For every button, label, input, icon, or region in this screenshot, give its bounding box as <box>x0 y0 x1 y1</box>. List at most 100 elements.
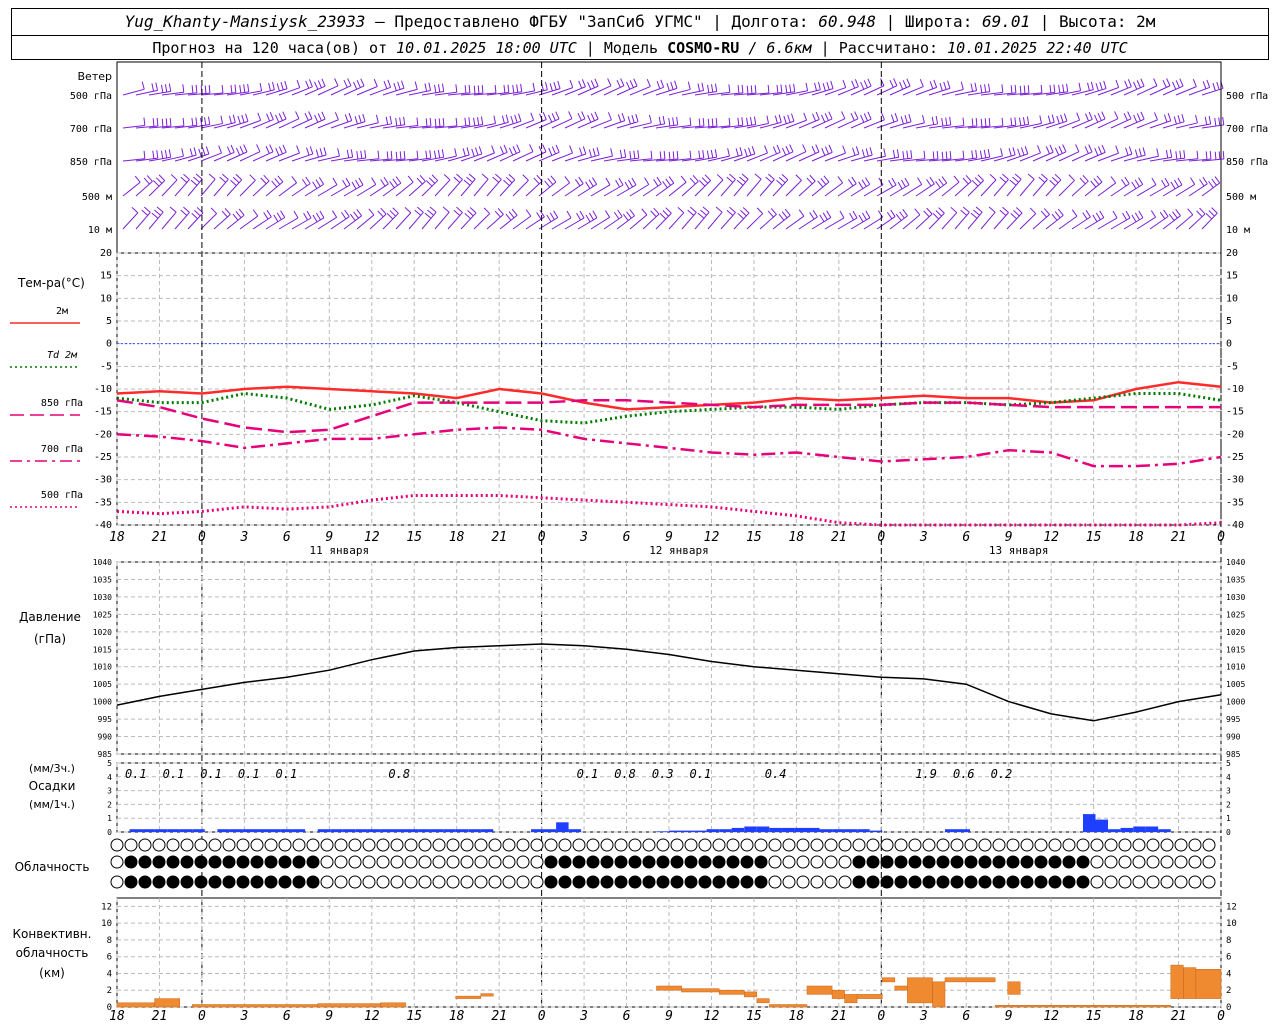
wind-barb-feather <box>1099 210 1105 218</box>
wind-barb-shaft <box>1110 86 1132 96</box>
model-resolution: / 6.6км <box>748 39 812 57</box>
wind-barb-feather <box>1045 146 1050 155</box>
wind-barb-shaft <box>278 152 300 162</box>
wind-barb-feather <box>480 116 484 125</box>
wind-barb-shaft <box>174 212 190 230</box>
hour-label: 21 <box>831 530 847 545</box>
wind-barb-feather <box>939 83 943 91</box>
wind-barb-feather <box>278 146 283 155</box>
wind-barb-feather <box>971 150 974 159</box>
pressure-tick-right: 1000 <box>1226 698 1245 707</box>
wind-barb-feather <box>343 79 348 88</box>
wind-barb-feather <box>404 206 412 214</box>
conv-bar <box>455 995 482 999</box>
wind-barb-shaft <box>161 155 184 162</box>
cloud-cover-icon <box>712 838 726 852</box>
wind-barb-feather <box>453 209 461 216</box>
wind-barb-feather <box>935 180 941 189</box>
wind-barb-shaft <box>798 89 821 96</box>
wind-barb-feather <box>815 111 820 120</box>
wind-barb-feather <box>749 117 753 126</box>
wind-barb-shaft <box>148 156 171 162</box>
wind-barb-feather <box>1057 208 1064 216</box>
wind-barb-feather <box>610 148 613 157</box>
wind-barb-shaft <box>1058 151 1080 162</box>
wind-barb-feather <box>195 173 203 180</box>
hour-label-bottom: 21 <box>152 1009 168 1024</box>
wind-barb-feather <box>776 84 779 94</box>
wind-barb-feather <box>926 207 933 215</box>
wind-barb-feather <box>269 144 274 153</box>
wind-barb-feather <box>1127 111 1132 120</box>
cloud-cover-icon <box>754 838 768 852</box>
cloud-cover-icon <box>474 875 488 889</box>
cloud-cover-icon <box>894 875 908 889</box>
precip-bar <box>480 829 494 832</box>
wind-barb-feather <box>282 111 287 120</box>
wind-barb-feather <box>594 78 599 87</box>
cloud-cover-icon <box>866 855 880 869</box>
wind-barb-feather <box>1134 179 1140 187</box>
wind-barb-feather <box>1136 80 1141 88</box>
wind-barb-feather <box>672 117 675 126</box>
precip-tick-left: 2 <box>107 800 112 809</box>
wind-barb-feather <box>1092 214 1098 222</box>
wind-barb-feather <box>974 177 982 184</box>
wind-barb-feather <box>742 207 750 214</box>
wind-barb-shaft <box>837 86 859 96</box>
wind-barb-shaft <box>460 153 483 162</box>
hour-label: 12 <box>364 530 380 545</box>
hour-label: 18 <box>449 530 465 545</box>
wind-barb-feather <box>399 117 402 126</box>
wind-barb-feather <box>704 174 711 181</box>
cloud-cover-icon <box>1118 875 1132 889</box>
precip-bar <box>179 829 193 832</box>
cloud-cover-icon <box>348 838 362 852</box>
wind-barb-feather <box>774 115 778 124</box>
wind-barb-feather <box>974 82 978 91</box>
wind-barb-shaft <box>798 151 820 162</box>
cloud-cover-icon <box>1006 875 1020 889</box>
wind-barb-feather <box>340 211 347 220</box>
wind-barb-feather <box>659 151 662 160</box>
wind-barb-feather <box>431 174 439 181</box>
wind-barb-feather <box>698 180 706 187</box>
wind-barb-feather <box>753 116 757 125</box>
cloud-cover-icon <box>1020 855 1034 869</box>
wind-barb-feather <box>539 113 544 122</box>
wind-barb-feather <box>590 113 595 121</box>
precip-bar <box>455 829 469 832</box>
wind-barb-feather <box>839 210 845 219</box>
wind-barb-feather <box>624 181 630 190</box>
wind-barb-feather <box>1110 176 1117 184</box>
wind-barb-feather <box>499 146 504 155</box>
wind-barb-shaft <box>720 124 743 129</box>
wind-barb-feather <box>1039 115 1042 124</box>
wind-barb-feather <box>1087 82 1090 91</box>
wind-barb-shaft <box>694 180 711 197</box>
wind-barb-feather <box>230 144 235 153</box>
wind-barb-feather <box>1211 178 1217 186</box>
wind-barb-feather <box>1138 210 1144 218</box>
wind-barb-shaft <box>668 181 687 197</box>
wind-barb-feather <box>478 146 483 155</box>
wind-barb-feather <box>1161 179 1167 188</box>
cloud-cover-icon <box>1048 838 1062 852</box>
wind-barb-feather <box>1094 147 1099 156</box>
wind-barb-feather <box>387 79 392 88</box>
wind-barb-feather <box>861 212 867 221</box>
hour-label-bottom: 6 <box>623 1009 631 1024</box>
wind-barb-shaft <box>980 91 1003 96</box>
wind-barb-feather <box>393 82 397 91</box>
conv-bar <box>756 998 770 1004</box>
wind-barb-feather <box>849 212 855 221</box>
hour-label: 3 <box>579 530 588 545</box>
wind-barb-shaft <box>681 211 697 230</box>
wind-barb-feather <box>278 113 283 121</box>
wind-barb-feather <box>741 84 744 93</box>
wind-barb-feather <box>456 206 463 213</box>
hour-label-bottom: 6 <box>962 1009 970 1024</box>
wind-barb-feather <box>700 209 707 216</box>
wind-barb-feather <box>922 114 925 123</box>
wind-barb-shaft <box>187 153 210 162</box>
